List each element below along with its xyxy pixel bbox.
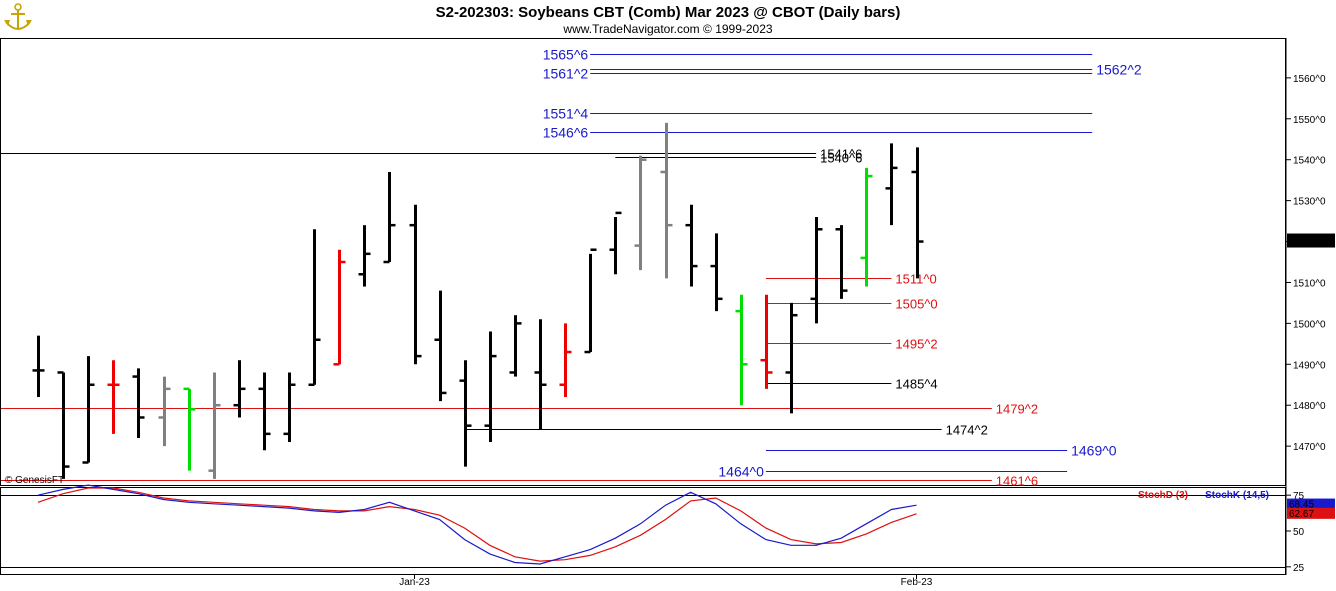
- ohlc-bar: [534, 319, 547, 430]
- last-price-label: 1520^2: [1290, 237, 1323, 248]
- chart-title: S2-202303: Soybeans CBT (Comb) Mar 2023 …: [436, 4, 901, 21]
- ohlc-bar: [860, 167, 873, 287]
- time-axis: Jan-23 Feb-23: [399, 575, 933, 588]
- osc-tick-label: 25: [1293, 563, 1305, 574]
- ohlc-bar: [132, 368, 145, 438]
- ohlc-bar: [634, 155, 647, 271]
- anchor-logo-icon: [4, 3, 32, 30]
- level-label: 1485^4: [895, 377, 937, 392]
- ohlc-bar: [82, 356, 95, 464]
- ohlc-bar: [158, 376, 171, 447]
- level-label: 1565^6: [543, 47, 589, 63]
- last-price-tag: [1287, 233, 1335, 248]
- ohlc-bar: [283, 372, 296, 443]
- stoch-d-value: 62.67: [1289, 509, 1314, 520]
- stoch-k-legend: StochK (14,5): [1205, 490, 1269, 501]
- level-label: 1495^2: [895, 337, 937, 352]
- stoch-d-value-tag: [1287, 507, 1335, 519]
- ohlc-bar: [333, 249, 346, 366]
- ohlc-bar: [358, 225, 371, 287]
- ohlc-bar: [57, 371, 70, 479]
- osc-tick-label: 50: [1293, 527, 1305, 538]
- ohlc-bar: [810, 216, 823, 324]
- watermark: © GenesisFT: [5, 475, 64, 486]
- oscillator-panel-frame: [0, 487, 1286, 575]
- ohlc-bar: [785, 302, 798, 414]
- level-label: 1541^6: [820, 147, 862, 162]
- price-tick-label: 1530^0: [1293, 197, 1326, 208]
- price-tick-label: 1510^0: [1293, 278, 1326, 289]
- level-label: 1551^4: [543, 106, 589, 122]
- price-tick-label: 1550^0: [1293, 115, 1326, 126]
- level-label: 1562^2: [1096, 62, 1142, 78]
- ohlc-bar: [208, 372, 221, 479]
- ohlc-bar: [685, 204, 698, 287]
- level-label: 1540^6: [820, 151, 862, 166]
- price-tick-label: 1560^0: [1293, 74, 1326, 85]
- ohlc-bar: [434, 290, 447, 402]
- ohlc-bar: [609, 211, 622, 275]
- ohlc-bar: [584, 248, 597, 354]
- ohlc-bar: [735, 294, 748, 406]
- stoch-d-legend: StochD (3): [1138, 490, 1188, 501]
- level-label: 1461^6: [996, 474, 1038, 489]
- ohlc-bar: [885, 143, 898, 226]
- ohlc-bar: [258, 372, 271, 451]
- ohlc-bar: [383, 171, 396, 264]
- ohlc-bar: [710, 233, 723, 312]
- level-label: 1561^2: [543, 66, 589, 82]
- ohlc-bar: [308, 229, 321, 387]
- ohlc-bar: [409, 204, 422, 365]
- level-label: 1546^6: [543, 125, 589, 141]
- stoch-k-line: [37, 484, 917, 565]
- price-tick-label: 1540^0: [1293, 156, 1326, 167]
- level-label: 1511^0: [895, 272, 936, 287]
- price-tick-label: 1490^0: [1293, 360, 1326, 371]
- ohlc-bar: [559, 323, 572, 398]
- price-axis: 1470^01480^01490^01500^01510^01520^01530…: [1286, 74, 1335, 453]
- level-label: 1469^0: [1071, 443, 1117, 459]
- time-tick-label: Feb-23: [901, 577, 933, 588]
- ohlc-bar: [835, 225, 848, 299]
- level-label: 1474^2: [946, 423, 988, 438]
- time-tick-label: Jan-23: [399, 577, 430, 588]
- price-tick-label: 1480^0: [1293, 401, 1326, 412]
- ohlc-bar: [484, 331, 497, 443]
- level-lines: 1565^6 1562^2 1561^2 1551^4 1546^6 1541^61540…: [1, 47, 1142, 489]
- price-tick-label: 1470^0: [1293, 442, 1326, 453]
- ohlc-bar: [509, 315, 522, 377]
- ohlc-bar: [107, 360, 120, 434]
- ohlc-bar: [233, 360, 246, 418]
- ohlc-bar: [660, 122, 673, 279]
- price-bars: [32, 122, 924, 479]
- chart-subtitle: www.TradeNavigator.com © 1999-2023: [562, 22, 772, 36]
- osc-tick-label: 75: [1293, 491, 1305, 502]
- ohlc-bar: [760, 294, 773, 389]
- ohlc-bar: [459, 360, 472, 467]
- ohlc-bar: [911, 147, 924, 279]
- level-label: 1479^2: [996, 402, 1038, 417]
- price-tick-label: 1500^0: [1293, 319, 1326, 330]
- price-panel-frame: [0, 38, 1286, 486]
- level-label: 1464^0: [718, 464, 764, 480]
- level-label: 1505^0: [895, 297, 937, 312]
- stoch-k-value: 68.45: [1289, 500, 1314, 511]
- stoch-d-line: [37, 487, 917, 562]
- ohlc-bar: [32, 335, 45, 398]
- ohlc-bar: [183, 387, 196, 471]
- stoch-k-value-tag: [1287, 498, 1335, 510]
